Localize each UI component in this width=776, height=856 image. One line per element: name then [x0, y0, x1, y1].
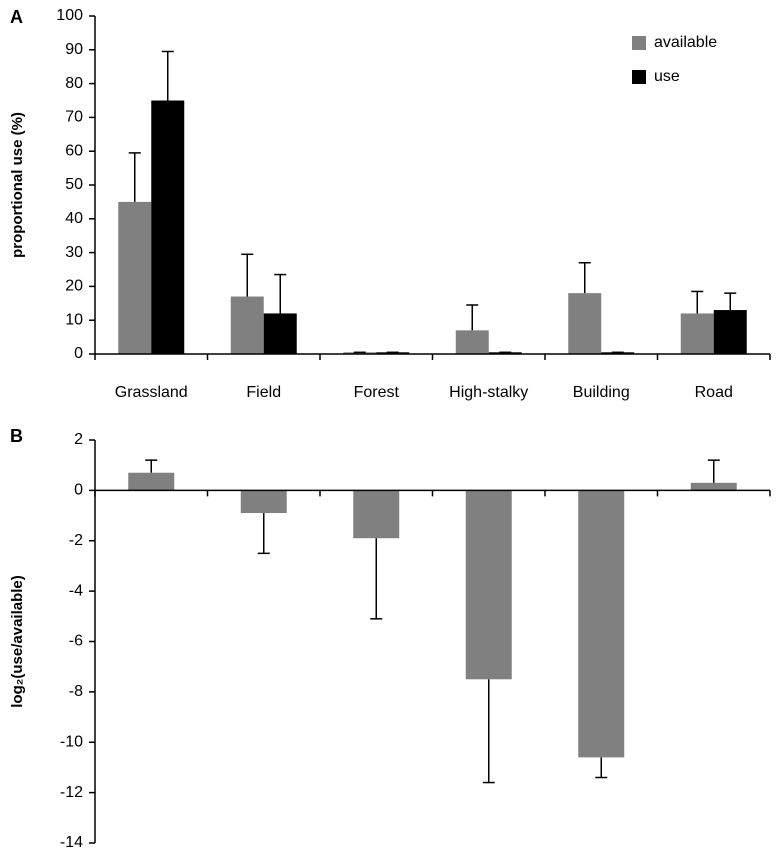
bar [353, 490, 400, 539]
bar [263, 313, 297, 354]
panel-label: A [10, 7, 23, 27]
bar [230, 296, 264, 354]
y-tick-label: -8 [69, 683, 83, 700]
y-tick-label: -6 [69, 633, 83, 650]
bar [601, 352, 635, 354]
bar [343, 352, 377, 354]
y-tick-label: -14 [60, 834, 83, 851]
bar [118, 201, 152, 354]
legend-swatch [632, 70, 646, 84]
bar [465, 490, 512, 680]
y-tick-label: 60 [65, 142, 83, 159]
x-tick-label: Field [246, 384, 281, 401]
y-tick-label: 50 [65, 176, 83, 193]
legend-label: available [654, 34, 717, 51]
bar [578, 490, 625, 758]
y-tick-label: -4 [69, 582, 83, 599]
bar [455, 330, 489, 354]
y-tick-label: 2 [74, 431, 83, 448]
bar [240, 490, 287, 514]
bar [376, 352, 410, 354]
y-axis-label: proportional use (%) [9, 112, 26, 258]
y-tick-label: 80 [65, 75, 83, 92]
y-tick-label: -12 [60, 784, 83, 801]
x-tick-label: Road [695, 384, 733, 401]
x-tick-label: High-stalky [449, 384, 528, 401]
bar [488, 352, 522, 354]
y-tick-label: 10 [65, 311, 83, 328]
y-tick-label: 30 [65, 244, 83, 261]
y-tick-label: -2 [69, 532, 83, 549]
bar [713, 310, 747, 354]
bar [151, 100, 185, 354]
y-tick-label: 0 [74, 482, 83, 499]
bar [680, 313, 714, 354]
y-tick-label: 100 [56, 7, 83, 24]
y-axis-label: log₂(use/available) [9, 575, 26, 708]
panel-label: B [10, 426, 23, 446]
x-tick-label: Building [573, 384, 630, 401]
y-tick-label: 40 [65, 210, 83, 227]
y-tick-label: 20 [65, 278, 83, 295]
y-tick-label: 0 [74, 345, 83, 362]
y-tick-label: 90 [65, 41, 83, 58]
bar [128, 472, 175, 491]
y-tick-label: -10 [60, 733, 83, 750]
legend-label: use [654, 68, 680, 85]
bar [690, 482, 737, 491]
legend-swatch [632, 36, 646, 50]
x-tick-label: Forest [354, 384, 400, 401]
bar [568, 293, 602, 354]
x-tick-label: Grassland [115, 384, 188, 401]
y-tick-label: 70 [65, 109, 83, 126]
